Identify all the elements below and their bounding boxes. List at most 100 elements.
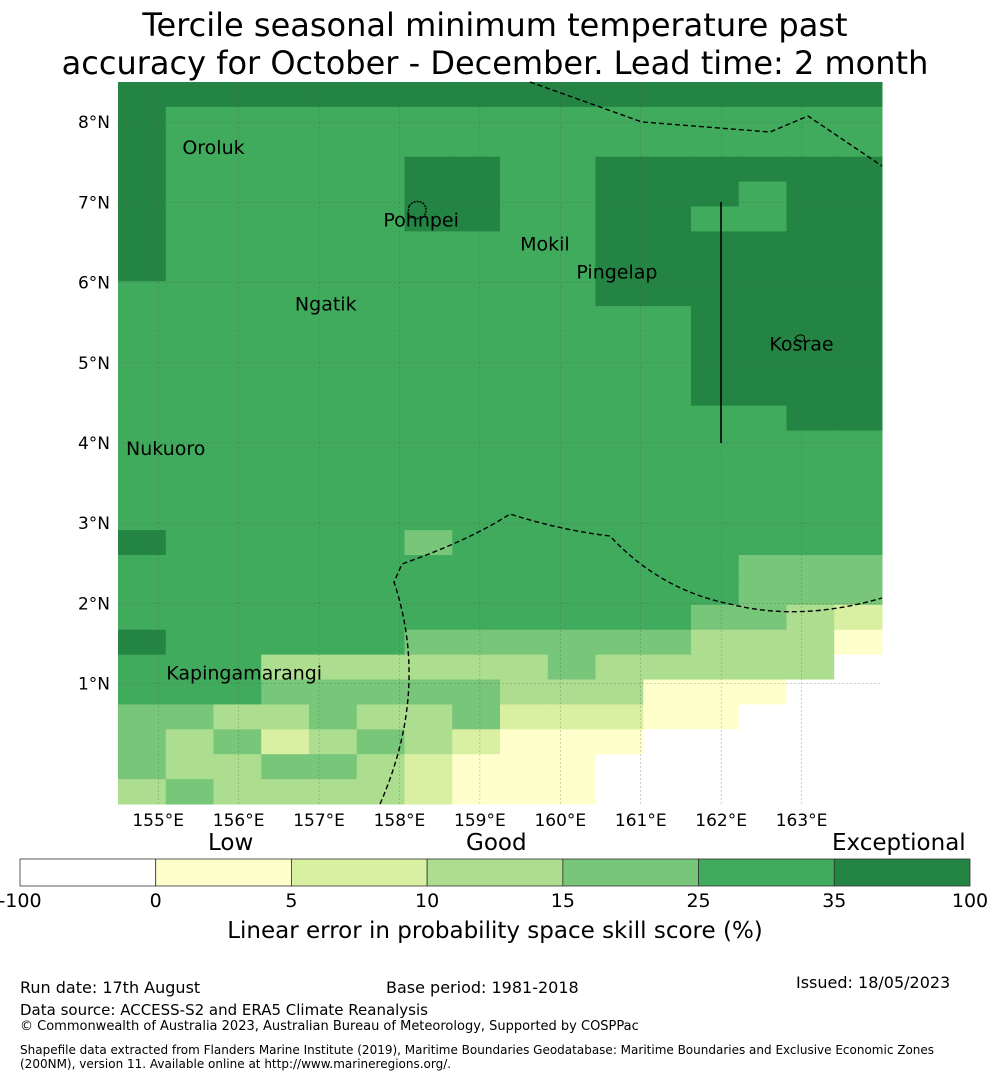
lon-tick-label: 157°E bbox=[293, 811, 345, 831]
grid-cell bbox=[547, 754, 596, 780]
grid-cell bbox=[452, 306, 501, 332]
grid-cell bbox=[547, 455, 596, 481]
grid-cell bbox=[500, 281, 549, 307]
grid-cell bbox=[595, 405, 644, 432]
grid-cell bbox=[691, 754, 740, 780]
grid-cell bbox=[118, 306, 167, 332]
grid-cell bbox=[213, 281, 262, 307]
grid-cell bbox=[786, 530, 835, 556]
grid-cell bbox=[452, 256, 501, 282]
grid-cell bbox=[691, 206, 740, 232]
grid-cell bbox=[691, 330, 740, 357]
grid-cell bbox=[118, 629, 167, 656]
grid-cell bbox=[834, 604, 883, 631]
grid-cell bbox=[547, 555, 596, 581]
grid-cell bbox=[118, 131, 167, 158]
grid-cell bbox=[500, 729, 549, 755]
grid-cell bbox=[165, 729, 214, 755]
grid-cell bbox=[356, 206, 405, 232]
grid-cell bbox=[309, 206, 358, 232]
grid-cell bbox=[691, 355, 740, 382]
colorbar-category-exceptional: Exceptional bbox=[832, 830, 966, 856]
colorbar-swatch bbox=[426, 858, 564, 887]
grid-cell bbox=[309, 181, 358, 207]
grid-cell bbox=[691, 654, 740, 681]
grid-cell bbox=[165, 579, 214, 606]
grid-cell bbox=[500, 455, 549, 481]
grid-cell bbox=[309, 380, 358, 407]
grid-cell bbox=[356, 754, 405, 780]
grid-cell bbox=[356, 355, 405, 382]
grid-cell bbox=[834, 654, 883, 681]
grid-cell bbox=[643, 654, 692, 681]
grid-cell bbox=[643, 530, 692, 556]
grid-cell bbox=[356, 505, 405, 531]
grid-cell bbox=[213, 579, 262, 606]
grid-cell bbox=[738, 82, 787, 108]
grid-cell bbox=[118, 480, 167, 506]
colorbar-tick-label: 100 bbox=[951, 890, 989, 912]
grid-cell bbox=[165, 206, 214, 232]
colorbar-category-good: Good bbox=[466, 830, 527, 856]
grid-cell bbox=[261, 206, 310, 232]
grid-cell bbox=[738, 455, 787, 481]
grid-cell bbox=[165, 281, 214, 307]
grid-cell bbox=[309, 505, 358, 531]
lat-tick-label: 8°N bbox=[78, 113, 110, 133]
grid-cell bbox=[261, 380, 310, 407]
lon-tick-label: 158°E bbox=[374, 811, 426, 831]
grid-cell bbox=[118, 779, 167, 805]
place-label: Oroluk bbox=[182, 137, 244, 159]
grid-cell bbox=[500, 330, 549, 357]
grid-cell bbox=[356, 181, 405, 207]
grid-cell bbox=[595, 729, 644, 755]
grid-cell bbox=[786, 330, 835, 357]
grid-cell bbox=[118, 156, 167, 183]
grid-cell bbox=[738, 256, 787, 282]
grid-cell bbox=[691, 704, 740, 730]
grid-cell bbox=[213, 380, 262, 407]
grid-cell bbox=[452, 181, 501, 207]
grid-cell bbox=[165, 156, 214, 183]
lat-tick-label: 4°N bbox=[78, 434, 110, 454]
grid-cell bbox=[118, 505, 167, 531]
grid-cell bbox=[404, 430, 453, 456]
grid-cell bbox=[547, 256, 596, 282]
grid-cell bbox=[261, 156, 310, 183]
lat-tick-label: 3°N bbox=[78, 514, 110, 534]
grid-cell bbox=[500, 555, 549, 581]
grid-cell bbox=[643, 156, 692, 183]
grid-cell bbox=[834, 231, 883, 257]
grid-cell bbox=[786, 604, 835, 631]
grid-cell bbox=[452, 330, 501, 357]
grid-cell bbox=[261, 480, 310, 506]
data-source: Data source: ACCESS-S2 and ERA5 Climate … bbox=[20, 1001, 428, 1019]
grid-cell bbox=[404, 704, 453, 730]
grid-cell bbox=[738, 405, 787, 432]
grid-cell bbox=[786, 729, 835, 755]
grid-cell bbox=[595, 679, 644, 705]
grid-cell bbox=[595, 156, 644, 183]
grid-cell bbox=[404, 679, 453, 705]
grid-cell bbox=[309, 555, 358, 581]
grid-cell bbox=[643, 754, 692, 780]
grid-cell bbox=[356, 480, 405, 506]
grid-cell bbox=[786, 754, 835, 780]
grid-cell bbox=[786, 256, 835, 282]
grid-cell bbox=[261, 355, 310, 382]
grid-cell bbox=[547, 779, 596, 805]
grid-cell bbox=[500, 579, 549, 606]
grid-cell bbox=[691, 530, 740, 556]
grid-cell bbox=[786, 306, 835, 332]
grid-cell bbox=[213, 604, 262, 631]
grid-cell bbox=[834, 579, 883, 606]
grid-cell bbox=[356, 82, 405, 108]
grid-cell bbox=[404, 281, 453, 307]
grid-cell bbox=[547, 206, 596, 232]
grid-cell bbox=[356, 555, 405, 581]
grid-cell bbox=[786, 82, 835, 108]
issued-date: Issued: 18/05/2023 bbox=[796, 973, 951, 992]
grid-cell bbox=[213, 480, 262, 506]
grid-cell bbox=[404, 131, 453, 158]
grid-cell bbox=[452, 430, 501, 456]
